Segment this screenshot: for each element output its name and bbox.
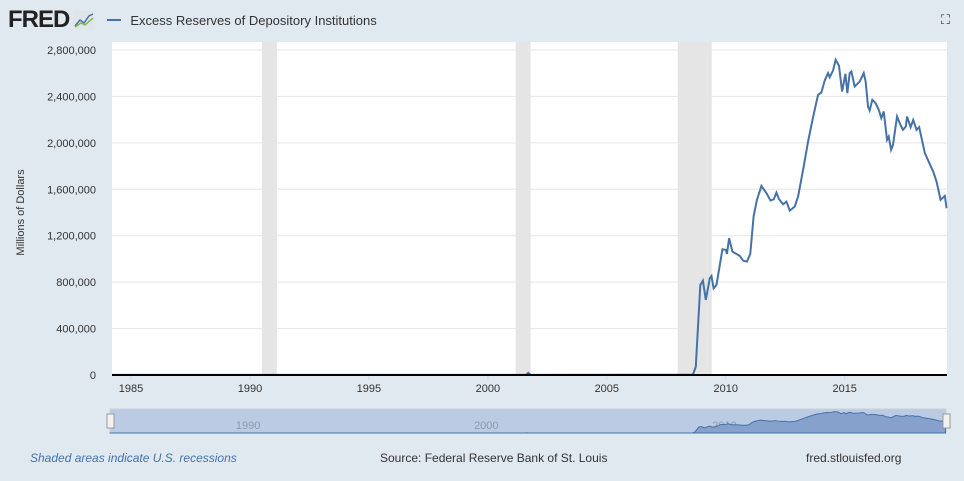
navigator-handle[interactable] bbox=[942, 413, 951, 429]
y-tick-label: 0 bbox=[90, 370, 96, 382]
y-tick-label: 2,800,000 bbox=[47, 45, 96, 57]
chart-header: FRED Excess Reserves of Depository Insti… bbox=[8, 6, 377, 34]
y-axis-label: Millions of Dollars bbox=[15, 169, 27, 256]
y-tick-label: 400,000 bbox=[56, 324, 96, 336]
x-tick-label: 2005 bbox=[595, 383, 619, 395]
y-tick-label: 2,000,000 bbox=[47, 138, 96, 150]
legend-swatch bbox=[107, 19, 122, 21]
source-text: Source: Federal Reserve Bank of St. Loui… bbox=[380, 451, 608, 465]
x-tick-label: 1995 bbox=[357, 383, 381, 395]
x-tick-label: 2015 bbox=[832, 383, 856, 395]
y-tick-label: 800,000 bbox=[56, 277, 96, 289]
site-link[interactable]: fred.stlouisfed.org bbox=[806, 451, 902, 465]
x-tick-label: 2010 bbox=[714, 383, 738, 395]
navigator-series bbox=[109, 411, 947, 434]
legend-label: Excess Reserves of Depository Institutio… bbox=[130, 12, 377, 28]
fred-logo[interactable]: FRED bbox=[8, 6, 70, 33]
y-tick-label: 1,600,000 bbox=[47, 184, 96, 196]
chart-logo-icon bbox=[73, 11, 96, 29]
recession-band bbox=[677, 42, 712, 375]
y-tick-label: 2,400,000 bbox=[47, 91, 96, 103]
series-line bbox=[111, 57, 948, 376]
x-tick-label: 1985 bbox=[119, 383, 143, 395]
recession-note: Shaded areas indicate U.S. recessions bbox=[30, 451, 237, 465]
x-tick-label: 1990 bbox=[238, 383, 262, 395]
navigator-handle[interactable] bbox=[106, 413, 115, 429]
recession-band bbox=[261, 42, 277, 375]
x-tick-label: 2000 bbox=[476, 383, 500, 395]
expand-icon[interactable]: ⛶ bbox=[940, 12, 950, 27]
recession-band bbox=[515, 42, 531, 375]
navigator-tick-label: 2000 bbox=[474, 420, 498, 432]
navigator-tick-label: 1990 bbox=[236, 420, 260, 432]
y-tick-label: 1,200,000 bbox=[47, 231, 96, 243]
